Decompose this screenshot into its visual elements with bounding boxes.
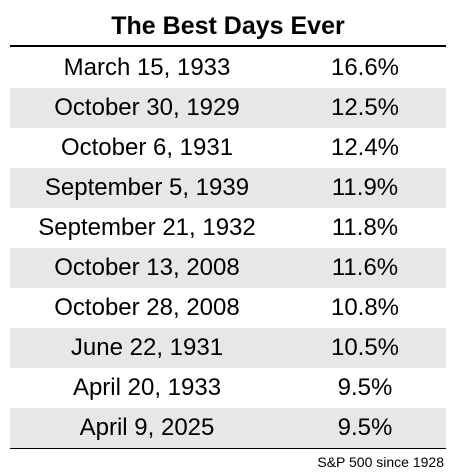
table-row: October 13, 2008 11.6% <box>10 248 446 288</box>
rule <box>10 45 446 47</box>
title: The Best Days Ever <box>111 12 345 40</box>
return-cell: 12.5% <box>330 94 400 121</box>
date-cell: June 22, 1931 <box>70 334 224 361</box>
footnote: S&P 500 since 1928 <box>317 454 444 470</box>
table-row: April 20, 1933 9.5% <box>10 368 446 408</box>
date-cell: October 6, 1931 <box>60 134 234 161</box>
date-cell: April 9, 2025 <box>79 414 215 441</box>
rule <box>10 448 446 449</box>
date-cell: March 15, 1933 <box>63 54 231 81</box>
return-cell: 12.4% <box>330 134 400 161</box>
table-row: September 21, 1932 11.8% <box>10 208 446 248</box>
return-cell: 11.6% <box>331 254 399 281</box>
table: March 15, 1933 16.6% October 30, 1929 12.5%… <box>10 48 446 448</box>
table-row: September 5, 1939 11.9% <box>10 168 446 208</box>
table-row: June 22, 1931 10.5% <box>10 328 446 368</box>
return-cell: 10.5% <box>330 334 400 361</box>
date-cell: September 5, 1939 <box>44 174 250 201</box>
return-cell: 11.8% <box>331 214 399 241</box>
return-cell: 9.5% <box>337 374 393 401</box>
date-cell: October 13, 2008 <box>54 254 240 281</box>
table-row: October 30, 1929 12.5% <box>10 88 446 128</box>
date-cell: October 28, 2008 <box>54 294 240 321</box>
table-row: October 6, 1931 12.4% <box>10 128 446 168</box>
table-row: April 9, 2025 9.5% <box>10 408 446 448</box>
return-cell: 9.5% <box>337 414 393 441</box>
table-row: March 15, 1933 16.6% <box>10 48 446 88</box>
date-cell: September 21, 1932 <box>38 214 256 241</box>
table-row: October 28, 2008 10.8% <box>10 288 446 328</box>
date-cell: October 30, 1929 <box>54 94 240 121</box>
date-cell: April 20, 1933 <box>72 374 222 401</box>
return-cell: 16.6% <box>330 54 400 81</box>
return-cell: 11.9% <box>331 174 399 201</box>
return-cell: 10.8% <box>330 294 400 321</box>
